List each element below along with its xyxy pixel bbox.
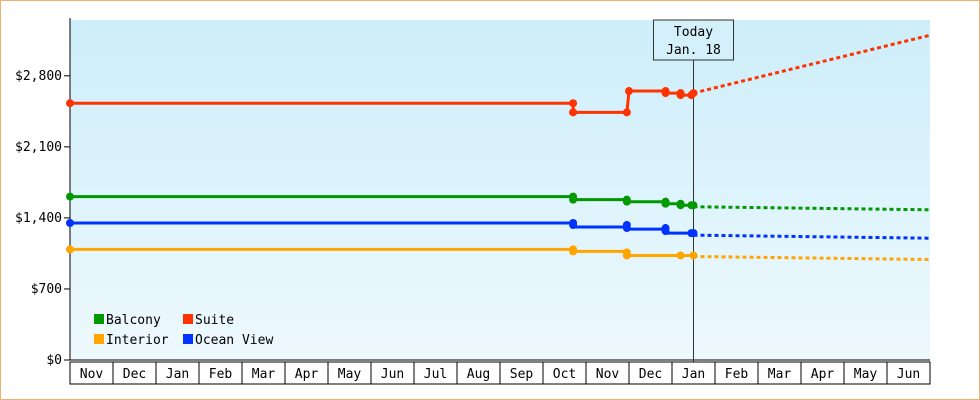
- month-label: Dec: [639, 367, 662, 382]
- y-tick-label: $0: [46, 353, 62, 368]
- forecast-line: [693, 205, 931, 212]
- data-point: [66, 218, 74, 227]
- data-point: [689, 251, 698, 260]
- month-label: Feb: [209, 367, 233, 382]
- data-point: [661, 199, 670, 208]
- axes: $0 $700 $1,400 $2,100 $2,800: [15, 18, 930, 368]
- data-point: [625, 87, 633, 96]
- data-point: [569, 247, 578, 256]
- data-point: [66, 245, 74, 254]
- data-point: [676, 91, 685, 100]
- series-balcony: [66, 192, 931, 212]
- month-label: Mar: [768, 367, 792, 382]
- data-point: [66, 192, 74, 201]
- month-label: Nov: [596, 367, 620, 382]
- forecast-line: [693, 254, 931, 262]
- legend-label-interior: Interior: [106, 333, 169, 348]
- series-layer: [66, 33, 931, 262]
- month-label: Jan: [682, 367, 705, 382]
- month-label: Sep: [510, 367, 534, 382]
- y-tick-label: $700: [31, 282, 62, 297]
- data-point: [569, 108, 578, 117]
- month-label: Dec: [123, 367, 146, 382]
- y-tick-label: $2,100: [15, 140, 62, 155]
- data-point: [66, 99, 74, 108]
- data-point: [622, 224, 631, 233]
- data-point: [622, 251, 631, 260]
- legend: Balcony Suite Interior Ocean View: [94, 313, 273, 348]
- month-label: Apr: [295, 367, 319, 382]
- y-tick-label: $2,800: [15, 69, 62, 84]
- month-label: Aug: [467, 367, 490, 382]
- month-label: Mar: [252, 367, 276, 382]
- data-point: [569, 99, 578, 108]
- today-marker: Today Jan. 18: [653, 19, 734, 384]
- month-label: Jun: [381, 367, 404, 382]
- month-label: Jun: [897, 367, 920, 382]
- data-point: [676, 201, 685, 210]
- series-ocean-view: [66, 218, 931, 240]
- today-date: Jan. 18: [666, 43, 721, 58]
- legend-label-ocean-view: Ocean View: [195, 333, 273, 348]
- series-line: [70, 247, 694, 257]
- month-label: Nov: [80, 367, 104, 382]
- month-cell: [886, 361, 931, 385]
- legend-swatch-suite: [183, 314, 193, 324]
- legend-swatch-ocean-view: [183, 334, 193, 344]
- legend-swatch-balcony: [94, 314, 104, 324]
- month-label: Jul: [424, 367, 447, 382]
- today-box: [653, 19, 734, 61]
- month-label: Apr: [811, 367, 835, 382]
- y-tick-label: $1,400: [15, 211, 62, 226]
- series-suite: [66, 33, 931, 117]
- today-label: Today: [674, 25, 713, 40]
- month-axis: Nov Dec Jan Feb Mar Apr May Jun Jul Aug Sep Oct Nov D…: [69, 361, 931, 385]
- legend-swatch-interior: [94, 334, 104, 344]
- data-point: [661, 89, 670, 98]
- data-point: [661, 227, 670, 236]
- month-label: May: [854, 367, 878, 382]
- legend-label-balcony: Balcony: [106, 313, 161, 328]
- series-interior: [66, 245, 931, 262]
- data-point: [622, 108, 631, 117]
- data-point: [569, 221, 578, 230]
- plot-background: [70, 20, 930, 360]
- data-point: [676, 251, 685, 260]
- month-label: May: [338, 367, 362, 382]
- data-point: [569, 195, 578, 204]
- forecast-line: [693, 33, 931, 95]
- month-label: Feb: [725, 367, 749, 382]
- month-label: Jan: [166, 367, 189, 382]
- month-label: Oct: [553, 367, 576, 382]
- data-point: [689, 89, 698, 98]
- forecast-line: [693, 233, 931, 240]
- data-point: [689, 229, 698, 238]
- legend-label-suite: Suite: [195, 313, 234, 328]
- data-point: [622, 197, 631, 206]
- data-point: [689, 201, 698, 210]
